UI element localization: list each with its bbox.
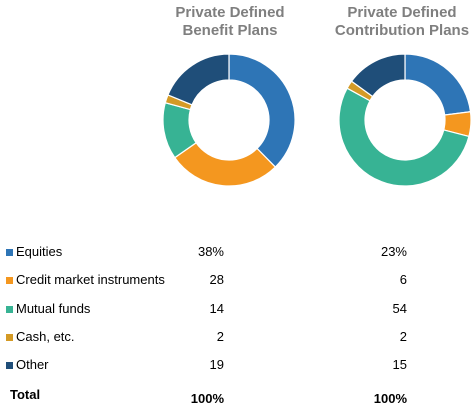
- legend-label: Equities: [16, 244, 63, 259]
- legend-label: Other: [16, 357, 49, 372]
- value-contribution: 6: [399, 272, 407, 287]
- donut-slice-equities: [404, 53, 472, 116]
- table-row-total: Total 100% 100%: [0, 385, 475, 406]
- value-contribution: 2: [399, 329, 407, 344]
- table-row-cash: Cash, etc. 2 2: [0, 327, 475, 347]
- donut-slice-equities: [228, 53, 296, 168]
- table-row-credit: Credit market instruments 28 6: [0, 270, 475, 290]
- table-row-mutual-funds: Mutual funds 14 54: [0, 299, 475, 319]
- donut-slice-other: [167, 53, 230, 106]
- legend-swatch-other: [6, 362, 13, 369]
- legend-swatch-cash: [6, 334, 13, 341]
- total-contribution: 100%: [373, 391, 407, 406]
- chart-title-line: Benefit Plans: [182, 22, 278, 39]
- donut-slice-mutual-funds: [338, 87, 470, 187]
- legend-swatch-mutual-funds: [6, 306, 13, 313]
- chart-title-line: Private Defined: [175, 4, 285, 21]
- donut-chart-contribution: [338, 53, 472, 187]
- table-row-equities: Equities 38% 23%: [0, 242, 475, 262]
- legend-swatch-equities: [6, 249, 13, 256]
- donut-slice-other: [350, 53, 406, 98]
- donut-chart-benefit: [162, 53, 296, 187]
- legend-label: Cash, etc.: [16, 329, 75, 344]
- legend-swatch-credit: [6, 277, 13, 284]
- chart-title-benefit: Private Defined Benefit Plans: [145, 4, 315, 40]
- total-benefit: 100%: [190, 391, 224, 406]
- value-benefit: 19: [209, 357, 224, 372]
- legend-label: Credit market instruments: [16, 272, 165, 287]
- value-benefit: 14: [209, 301, 224, 316]
- value-contribution: 23%: [380, 244, 407, 259]
- value-benefit: 38%: [197, 244, 224, 259]
- legend-label: Mutual funds: [16, 301, 91, 316]
- value-benefit: 28: [209, 272, 224, 287]
- value-benefit: 2: [216, 329, 224, 344]
- chart-title-contribution: Private Defined Contribution Plans: [317, 4, 475, 40]
- value-contribution: 54: [392, 301, 407, 316]
- chart-title-line: Private Defined: [347, 4, 457, 21]
- table-row-other: Other 19 15: [0, 355, 475, 375]
- chart-title-line: Contribution Plans: [334, 22, 470, 39]
- value-contribution: 15: [392, 357, 407, 372]
- total-label: Total: [10, 387, 41, 402]
